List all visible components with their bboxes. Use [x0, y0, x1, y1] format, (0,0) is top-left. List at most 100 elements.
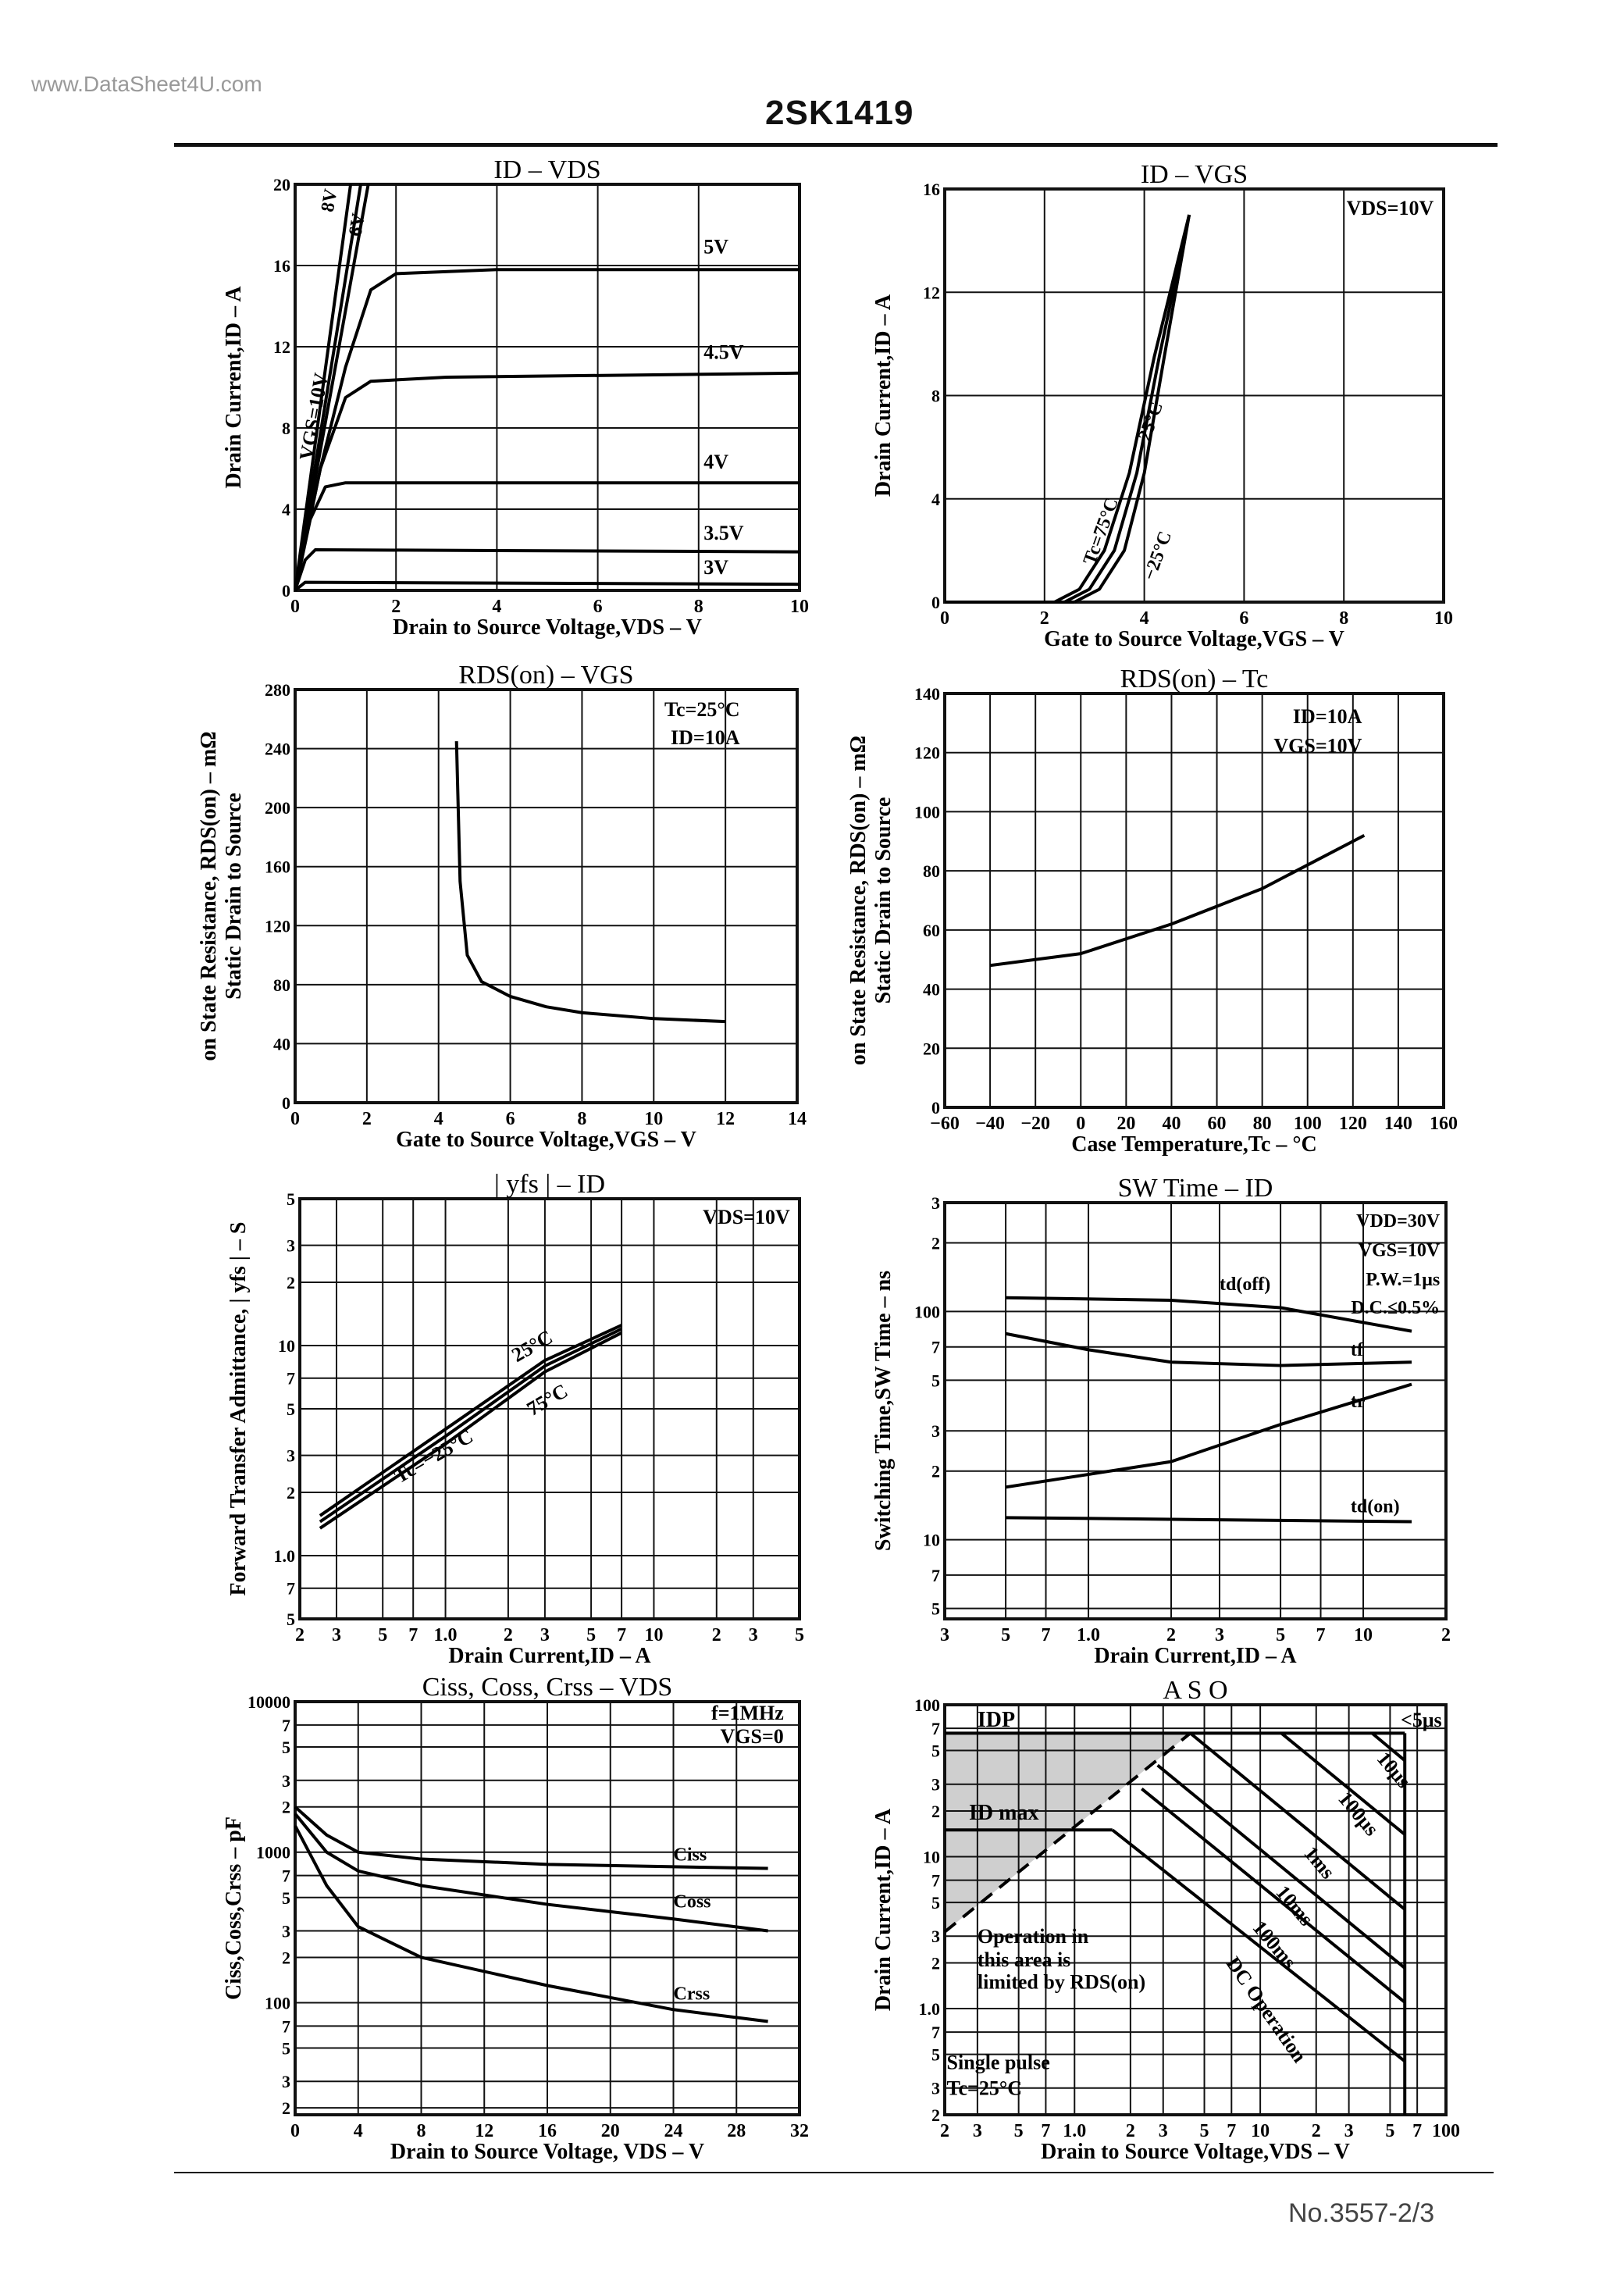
x-tick-label: 32	[790, 2121, 809, 2141]
x-tick-label: 20	[601, 2121, 620, 2141]
x-tick-label: 5	[1276, 1625, 1285, 1645]
x-tick-label: 8	[577, 1109, 586, 1129]
chart-title: RDS(on) – VGS	[458, 661, 633, 690]
series-line-1ms	[1189, 1731, 1406, 1911]
x-tick-label: 20	[1116, 1114, 1135, 1134]
y-tick-label: 3	[282, 1922, 290, 1941]
x-axis-label: Drain to Source Voltage,VDS – V	[393, 615, 702, 640]
x-tick-label: 0	[1076, 1114, 1085, 1134]
y-tick-label: 20	[923, 1039, 940, 1058]
annotation-label: 3V	[703, 556, 728, 579]
y-tick-label: 3	[282, 2072, 290, 2091]
x-tick-label: 0	[940, 608, 949, 629]
annotation-label: Operation in	[978, 1925, 1089, 1948]
annotation-label: 10μs	[1373, 1748, 1416, 1793]
x-tick-label: 7	[1042, 1625, 1051, 1645]
y-tick-label: 7	[931, 1566, 940, 1585]
series-line-tr	[1005, 1382, 1412, 1489]
x-tick-label: 7	[1316, 1625, 1326, 1645]
y-tick-label: 100	[914, 802, 940, 822]
page-number: No.3557-2/3	[1288, 2198, 1435, 2228]
x-tick-label: 10	[790, 597, 809, 617]
chart-title: SW Time – ID	[1118, 1174, 1273, 1203]
y-tick-label: 0	[931, 1098, 940, 1118]
x-tick-label: 2	[1441, 1625, 1451, 1645]
x-tick-label: 5	[1001, 1625, 1010, 1645]
annotation-label: td(off)	[1220, 1274, 1270, 1295]
annotation-label: ID=10A	[671, 726, 740, 749]
y-tick-label: 8	[282, 419, 290, 438]
y-tick-label: 2	[282, 1798, 290, 1817]
plot-frame	[294, 183, 801, 592]
header-rule	[174, 143, 1498, 147]
x-tick-label: 3	[1215, 1625, 1224, 1645]
x-tick-label: 2	[940, 2121, 949, 2141]
y-tick-label: 100	[265, 1993, 290, 2012]
chart-5: 2 3 5 7 1.0 2 3 5 7 10 2 3 5 5 7 1.0 2 3 5 7 10 2 3 5 | yfs | – …	[226, 1170, 804, 1668]
y-axis-label: Ciss,Coss,Crss – pF	[222, 1816, 246, 2000]
y-tick-label: 5	[931, 1599, 940, 1619]
series-line-100-s	[1280, 1731, 1406, 1836]
y-tick-label: 280	[265, 680, 290, 700]
x-tick-label: −40	[975, 1114, 1005, 1134]
annotation-label: 25°C	[508, 1325, 556, 1367]
y-tick-label: 5	[287, 1399, 295, 1419]
x-tick-label: 160	[1430, 1114, 1458, 1134]
chart-8: 2 3 5 7 1.0 2 3 5 7 10 2 3 5 7 10023571.02357102357100…	[871, 1676, 1460, 2164]
x-tick-label: 16	[538, 2121, 557, 2141]
y-tick-label: 2	[931, 1953, 940, 1973]
annotation-label: Crss	[674, 1984, 710, 2004]
annotation-label: ID=10A	[1293, 705, 1362, 728]
y-tick-label: 12	[923, 283, 940, 302]
annotation-label: ID max	[969, 1801, 1038, 1825]
x-tick-label: 3	[1159, 2121, 1168, 2141]
y-tick-label: 7	[931, 1338, 940, 1357]
series-line-curve-0	[454, 741, 726, 1024]
y-axis-label: Drain Current,ID – A	[871, 294, 896, 497]
series-line-td-off-	[1006, 1296, 1412, 1333]
annotation-label: 1ms	[1299, 1842, 1339, 1884]
x-tick-label: 2	[391, 597, 401, 617]
x-tick-label: 6	[506, 1109, 515, 1129]
x-tick-label: 3	[540, 1625, 550, 1645]
series-line-3v	[294, 580, 800, 592]
series-line-4v	[294, 481, 800, 591]
y-tick-label: 2	[287, 1273, 295, 1292]
y-tick-label: 7	[931, 1871, 940, 1891]
y-tick-label: 80	[273, 975, 290, 995]
y-axis-label: Drain Current,ID – A	[222, 286, 246, 489]
y-tick-label: 7	[282, 1866, 290, 1886]
y-tick-label: 10	[923, 1848, 940, 1867]
series-line-coss	[294, 1813, 768, 1933]
chart-title: RDS(on) – Tc	[1120, 665, 1269, 693]
y-axis-label: Drain Current,ID – A	[871, 1808, 896, 2011]
series-line-ciss	[294, 1806, 768, 1870]
x-tick-label: 2	[504, 1625, 513, 1645]
series-line-tc-25-c	[319, 1324, 622, 1517]
chart-title: Ciss, Coss, Crss – VDS	[422, 1673, 673, 1702]
x-tick-label: 7	[408, 1625, 418, 1645]
annotation-label: Tc=−25°C	[390, 1424, 477, 1488]
annotation-label: Tc=75°C	[1080, 495, 1123, 568]
y-tick-label: 5	[287, 1189, 295, 1209]
y-tick-label: 3	[287, 1446, 295, 1466]
y-tick-label: 12	[273, 337, 290, 357]
x-tick-label: −20	[1020, 1114, 1050, 1134]
y-tick-label: 5	[931, 1893, 940, 1913]
annotation-label: 10ms	[1271, 1881, 1317, 1930]
y-tick-label: 200	[265, 798, 290, 818]
annotation-label: <5μs	[1401, 1709, 1442, 1731]
y-tick-label: 2	[931, 2105, 940, 2125]
series-line-dc-operation	[1111, 1828, 1406, 2063]
chart-1: 0 2 4 6 8 10 0 4 8 12 16 20 ID – VDS Drain to Source …	[222, 155, 809, 640]
x-tick-label: 10	[1434, 608, 1453, 629]
annotation-label: D.C.≤0.5%	[1351, 1298, 1440, 1318]
x-tick-label: 2	[1126, 2121, 1135, 2141]
annotation-label: Ciss	[674, 1845, 707, 1865]
y-tick-label: 160	[265, 857, 290, 877]
annotation-label: VDD=30V	[1356, 1211, 1441, 1232]
x-tick-label: 12	[475, 2121, 493, 2141]
series-line-6v	[294, 184, 370, 591]
series-line-100ms	[1141, 1787, 1406, 2004]
